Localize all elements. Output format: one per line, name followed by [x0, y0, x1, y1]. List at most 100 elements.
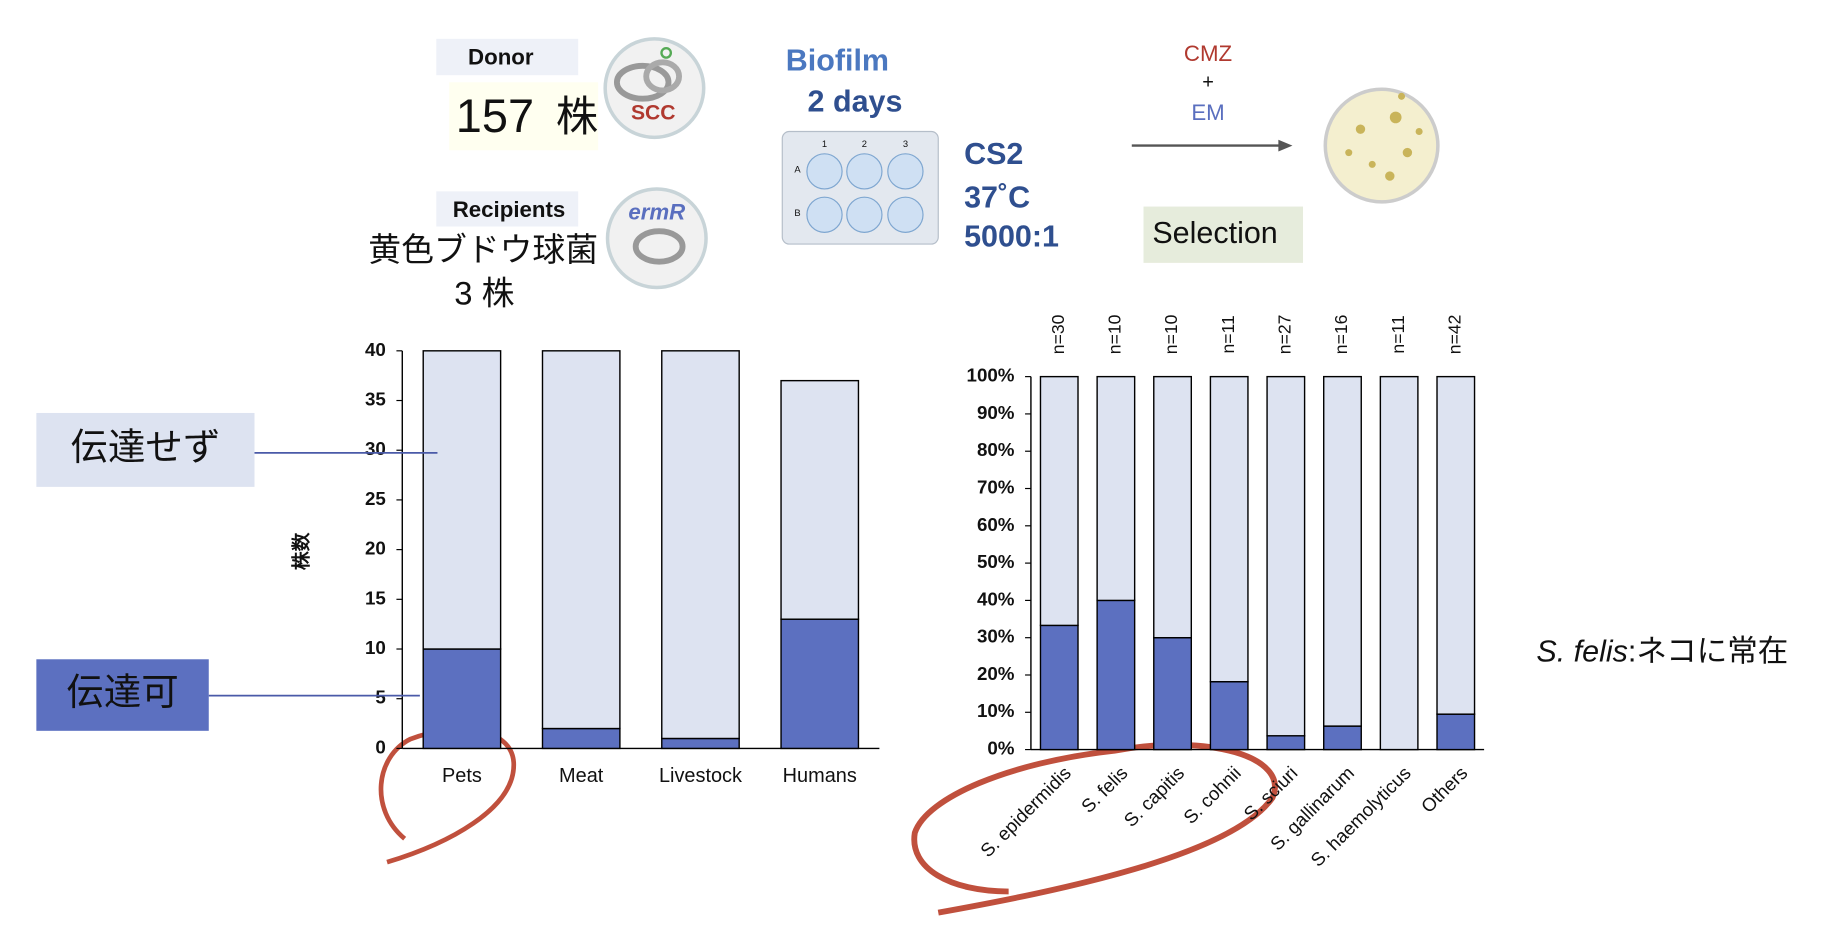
y-tick-label: 20 — [365, 538, 386, 559]
y-tick-label: 30 — [365, 438, 386, 459]
medium: CS2 — [964, 137, 1023, 171]
x-tick-label: S. cohnii — [1179, 762, 1245, 828]
bar-segment — [1209, 375, 1249, 683]
x-tick-label: Meat — [559, 765, 604, 787]
bar-segment — [422, 648, 502, 750]
plus: + — [1202, 72, 1214, 94]
recipient-count: 3 株 — [454, 274, 514, 311]
well — [887, 196, 924, 233]
x-tick-label: S. felis — [1077, 762, 1132, 817]
bar-segment — [541, 350, 621, 730]
y-tick-label: 15 — [365, 587, 386, 608]
bar-segment — [1436, 375, 1476, 715]
ratio: 5000:1 — [964, 219, 1059, 253]
bar-segment — [1209, 681, 1249, 751]
y-tick-label: 60% — [977, 514, 1015, 535]
y-tick-label: 0 — [375, 736, 385, 757]
annotation: S. felis:ネコに常在 — [1536, 634, 1788, 668]
x-tick-label: Pets — [442, 765, 482, 787]
x-tick-label: Livestock — [659, 765, 742, 787]
annotation-species: S. felis — [1536, 634, 1627, 668]
n-label: n=11 — [1388, 315, 1408, 353]
y-tick-label: 35 — [365, 388, 386, 409]
legend-label: 伝達せず — [70, 426, 220, 468]
bar-segment — [1096, 599, 1136, 751]
plasmid-icon — [632, 228, 686, 265]
colonies — [1345, 92, 1423, 181]
well — [887, 153, 924, 190]
label-box — [436, 38, 579, 76]
label-box — [1143, 206, 1304, 263]
y-tick-label: 0% — [987, 738, 1014, 759]
y-tick-label: 80% — [977, 439, 1015, 460]
n-label: n=27 — [1274, 315, 1294, 355]
y-axis-label: 株数 — [290, 532, 312, 570]
well — [846, 153, 883, 190]
legend-box — [36, 659, 209, 731]
plasmid-icon — [660, 47, 673, 59]
plate-column: 1 — [822, 139, 827, 149]
donor-element: SCC — [631, 101, 676, 124]
bar-segment — [1039, 375, 1079, 627]
highlight-circle — [378, 727, 517, 865]
arrow-head — [1278, 139, 1293, 152]
x-tick-label: Others — [1417, 762, 1472, 817]
y-tick-label: 5 — [375, 687, 385, 708]
plate-row: B — [794, 208, 800, 218]
y-tick-label: 20% — [977, 663, 1015, 684]
label-box — [449, 82, 599, 151]
bar-segment — [1379, 375, 1419, 751]
donor-label: Donor — [468, 45, 534, 70]
bar-segment — [780, 618, 860, 750]
n-label: n=16 — [1331, 315, 1351, 355]
n-label: n=10 — [1105, 314, 1125, 354]
y-tick-label: 10 — [365, 637, 386, 658]
petri-dish — [1323, 87, 1440, 204]
bar-segment — [1096, 375, 1136, 602]
bar-segment — [1039, 624, 1079, 751]
n-label: n=30 — [1048, 314, 1068, 354]
y-tick-label: 100% — [967, 365, 1015, 386]
x-tick-label: S. haemolyticus — [1306, 762, 1414, 870]
y-tick-label: 90% — [977, 402, 1015, 423]
plate-column: 2 — [862, 139, 867, 149]
y-tick-label: 10% — [977, 700, 1015, 721]
y-tick-label: 70% — [977, 476, 1015, 497]
n-label: n=11 — [1218, 315, 1238, 353]
wells — [806, 153, 924, 233]
recipient-marker: ermR — [628, 199, 685, 224]
donor-count: 157 — [456, 90, 534, 142]
bar-segment — [661, 737, 740, 750]
n-label: n=10 — [1161, 314, 1181, 354]
bar-segment — [1323, 725, 1362, 751]
y-tick-label: 50% — [977, 551, 1015, 572]
annotation-text: :ネコに常在 — [1628, 634, 1788, 668]
biofilm-label: Biofilm — [786, 43, 889, 77]
x-tick-label: S. capitis — [1120, 762, 1189, 831]
bar-segment — [1323, 375, 1362, 727]
recipients-label: Recipients — [453, 197, 566, 222]
bar-segment — [422, 350, 502, 650]
x-tick-label: Humans — [783, 765, 857, 787]
bar-segment — [1153, 636, 1193, 751]
bar-segment — [780, 379, 860, 620]
well — [846, 196, 883, 233]
bar-segment — [541, 727, 621, 750]
duration: 2 days — [808, 84, 903, 118]
legend-box — [36, 412, 255, 487]
bar-segment — [1266, 375, 1306, 737]
n-label: n=42 — [1444, 315, 1464, 355]
legend-label: 伝達可 — [66, 671, 179, 713]
plasmid-icon — [643, 59, 683, 94]
temperature: 37˚C — [964, 181, 1030, 215]
label-box — [436, 191, 579, 227]
drug: CMZ — [1184, 41, 1232, 66]
y-tick-label: 40 — [365, 339, 386, 360]
plasmid-icon — [605, 187, 708, 290]
plasmid-icon — [613, 62, 672, 102]
recipient-species: 黄色ブドウ球菌 — [368, 231, 598, 268]
bar-segment — [661, 350, 740, 740]
selection: Selection — [1152, 216, 1277, 250]
well — [806, 196, 843, 233]
